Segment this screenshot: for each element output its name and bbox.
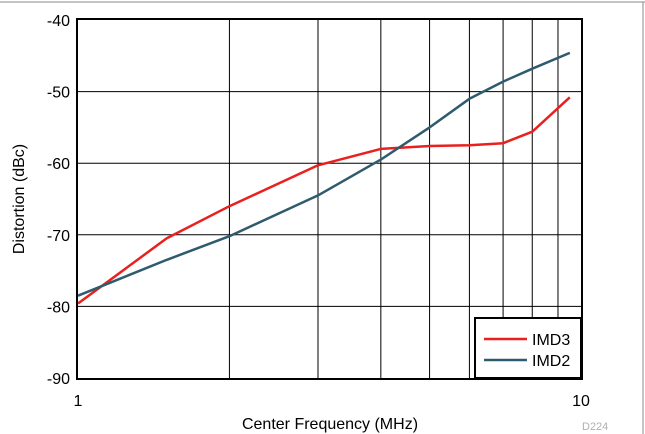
figure-code: D224	[582, 421, 608, 433]
y-tick-label: -90	[47, 371, 70, 388]
legend-items: IMD3 IMD2	[484, 332, 570, 370]
y-tick-label: -50	[47, 85, 70, 102]
series-layer	[77, 51, 571, 305]
legend-label: IMD3	[532, 332, 570, 349]
legend-box	[474, 317, 582, 379]
x-tick-label: 1	[74, 393, 83, 410]
legend-label: IMD2	[532, 353, 570, 370]
y-tick-label: -70	[47, 228, 70, 245]
y-tick-label: -60	[47, 156, 70, 173]
series-line-imd2	[77, 51, 571, 297]
y-axis-label: Distortion (dBc)	[11, 144, 28, 254]
plot-frame	[76, 18, 583, 380]
y-tick-label: -40	[47, 13, 70, 30]
series-line-imd3	[77, 96, 571, 305]
x-tick-label: 10	[572, 393, 590, 410]
x-axis-label: Center Frequency (MHz)	[242, 416, 418, 433]
x-tick-labels: 1 10	[74, 393, 590, 410]
legend: IMD3 IMD2	[474, 317, 582, 379]
y-tick-label: -80	[47, 299, 70, 316]
y-tick-labels: -90 -80 -70 -60 -50 -40	[47, 13, 70, 388]
